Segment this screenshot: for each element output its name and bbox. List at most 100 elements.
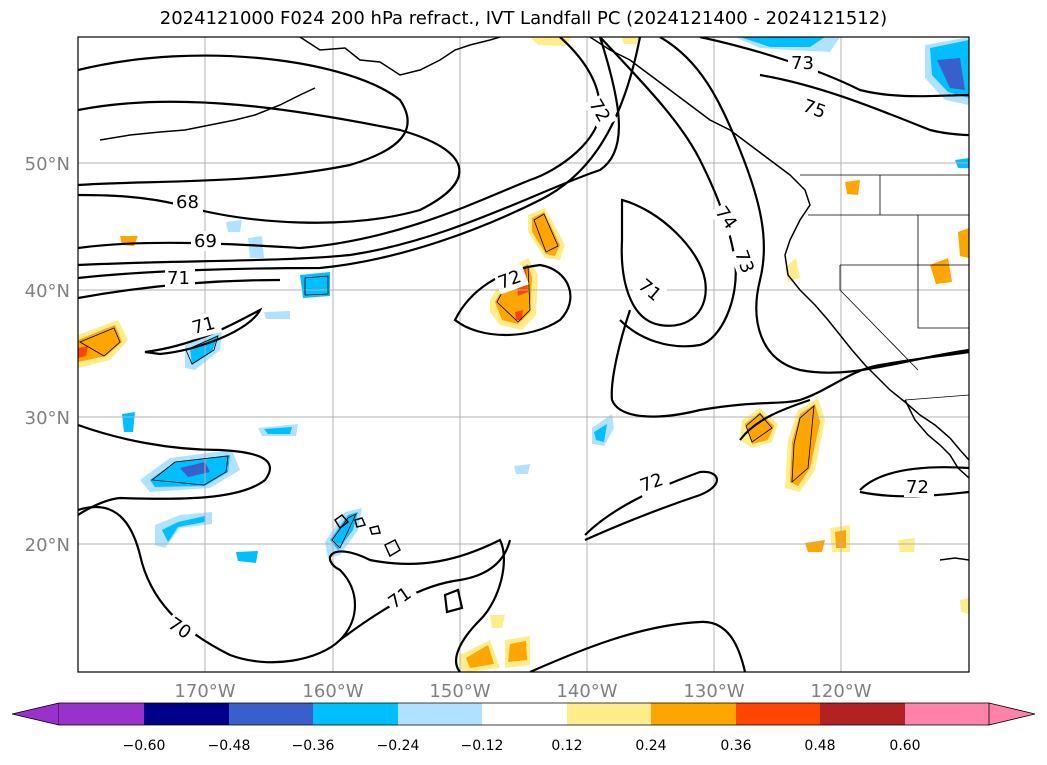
state-border <box>917 215 969 329</box>
positive-shading <box>845 180 860 195</box>
colorbar-segment <box>651 703 736 725</box>
colorbar-segment <box>59 703 144 725</box>
negative-shading <box>330 512 358 550</box>
colorbar-tick: −0.36 <box>292 738 335 754</box>
lon-label: 170°W <box>174 681 235 702</box>
negative-shading <box>162 516 205 542</box>
colorbar-tick: −0.24 <box>377 738 420 754</box>
colorbar-tick: −0.12 <box>461 738 504 754</box>
colorbar-tick: 0.12 <box>551 738 582 754</box>
borders <box>800 174 969 401</box>
colorbar-extend-left <box>11 702 60 726</box>
lat-label: 30°N <box>25 408 70 429</box>
colorbar-segment <box>820 703 905 725</box>
positive-shading <box>490 615 505 628</box>
negative-shading <box>180 462 210 477</box>
positive-shading <box>515 310 523 320</box>
contour-line <box>610 309 969 418</box>
colorbar-tick: 0.36 <box>720 738 751 754</box>
negative-shading <box>264 427 292 434</box>
colorbar-segment <box>398 703 482 725</box>
positive-shading <box>960 598 969 614</box>
lat-axis: 50°N 40°N 30°N 20°N <box>25 154 70 556</box>
colorbar-segment <box>482 703 567 725</box>
positive-shading <box>466 645 494 668</box>
lat-label: 20°N <box>25 535 70 556</box>
contour-line <box>78 505 505 672</box>
negative-shading <box>514 464 530 474</box>
negative-shading <box>740 37 825 47</box>
shading-layer <box>78 37 969 672</box>
alaska-coast <box>299 37 501 76</box>
lon-label: 140°W <box>556 681 617 702</box>
positive-shading <box>78 325 122 362</box>
map-title: 2024121000 F024 200 hPa refract., IVT La… <box>159 8 888 29</box>
contour-line <box>739 398 811 441</box>
colorbar-extend-right <box>988 702 1036 726</box>
map-content <box>78 37 969 672</box>
contour-label: 68 <box>176 192 199 213</box>
contour-label: 69 <box>194 231 217 252</box>
contour-line <box>699 37 969 98</box>
contour-line <box>859 466 969 491</box>
contour-label: 72 <box>906 477 929 498</box>
negative-shading <box>236 551 258 563</box>
colorbar-segment <box>313 703 398 725</box>
contour-line <box>453 263 572 336</box>
negative-shading <box>594 424 607 442</box>
shading-outlines <box>79 213 815 549</box>
negative-shading <box>264 311 290 319</box>
colorbar: −0.60 −0.48 −0.36 −0.24 −0.12 0.12 0.24 … <box>11 702 1036 754</box>
negative-shading <box>122 412 135 432</box>
positive-shading <box>78 346 88 358</box>
contour-label-group: 73 75 72 68 69 74 73 71 72 71 71 72 72 7… <box>162 52 934 647</box>
contour-line <box>78 37 642 280</box>
colorbar-tick: 0.60 <box>889 738 920 754</box>
canada-coast <box>589 37 969 461</box>
lon-label: 130°W <box>683 681 744 702</box>
contour-line <box>339 539 512 641</box>
mexico-coast <box>939 557 969 561</box>
colorbar-tick: 0.24 <box>635 738 666 754</box>
positive-shading <box>622 37 640 44</box>
contour-line <box>78 423 272 516</box>
contour-line <box>78 37 602 250</box>
positive-shading <box>532 212 560 256</box>
positive-shading <box>898 538 915 552</box>
colorbar-segment <box>905 703 989 725</box>
colorbar-tick: 0.48 <box>804 738 835 754</box>
positive-shading <box>930 258 952 284</box>
contour-line <box>620 198 707 327</box>
coastlines <box>99 37 969 561</box>
colorbar-segment <box>144 703 229 725</box>
colorbar-tick: −0.48 <box>208 738 251 754</box>
positive-shading <box>805 540 825 552</box>
negative-shading <box>300 272 330 298</box>
aleutian-islands <box>99 87 316 141</box>
lon-label: 150°W <box>429 681 490 702</box>
colorbar-segment <box>736 703 820 725</box>
contour-line <box>78 37 621 267</box>
colorbar-segment <box>567 703 651 725</box>
contour-line <box>78 54 409 187</box>
contour-line <box>78 100 461 224</box>
contour-line <box>529 620 747 672</box>
contour-label: 71 <box>167 268 190 289</box>
positive-shading <box>745 412 774 444</box>
positive-shading <box>508 641 527 662</box>
lat-label: 40°N <box>25 281 70 302</box>
us-mexico-border <box>904 394 969 401</box>
negative-shading <box>226 220 242 232</box>
lon-label: 120°W <box>810 681 871 702</box>
colorbar-tick: −0.60 <box>123 738 166 754</box>
contour-line <box>659 37 969 374</box>
negative-shading <box>248 236 264 258</box>
lon-label: 160°W <box>302 681 363 702</box>
contour-line <box>584 470 718 542</box>
lat-label: 50°N <box>25 154 70 175</box>
negative-shading <box>937 58 965 90</box>
map-frame <box>77 36 970 673</box>
contour-label: 73 <box>791 53 814 74</box>
contour-line <box>443 588 464 614</box>
lon-axis: 170°W 160°W 150°W 140°W 130°W 120°W <box>174 681 871 702</box>
